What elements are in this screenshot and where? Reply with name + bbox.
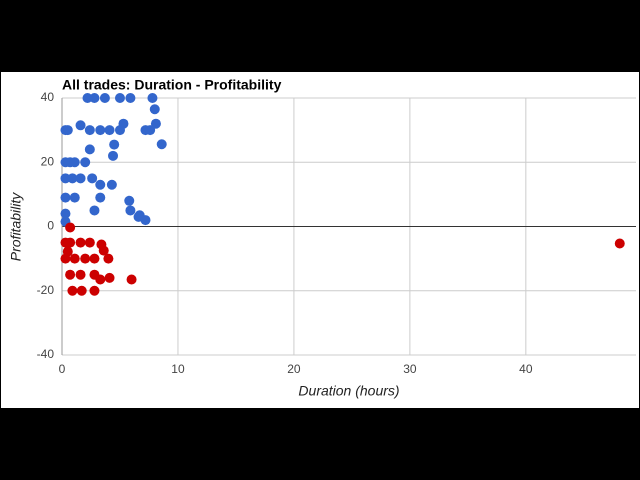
point [103,253,114,264]
point [69,253,80,264]
x-tick-label: 10 [171,362,185,376]
point [126,274,137,285]
point [108,150,119,161]
point [95,179,106,190]
point [87,173,98,184]
point [75,269,86,280]
x-tick-label: 40 [519,362,533,376]
point [134,210,145,221]
point [114,125,125,136]
point [145,125,156,136]
x-tick-label: 0 [59,362,66,376]
point [60,192,71,203]
point [65,222,76,233]
y-tick-label: -40 [37,347,55,361]
point [156,139,167,150]
point [62,125,73,136]
point [69,157,80,168]
point [109,139,120,150]
point [149,104,160,115]
point [89,253,100,264]
x-tick-label: 20 [287,362,301,376]
point [89,205,100,216]
point [98,245,109,256]
point [76,285,87,296]
point [106,179,117,190]
x-tick-label: 30 [403,362,417,376]
point [125,93,136,103]
point [75,237,86,248]
point [89,285,100,296]
point [75,120,86,131]
y-tick-label: 20 [41,154,55,168]
chart-background [1,72,639,408]
point [62,246,73,257]
point [95,192,106,203]
point [67,285,78,296]
point [99,93,110,103]
y-tick-label: 0 [47,219,54,233]
point [104,125,115,136]
point [75,173,86,184]
point [69,192,80,203]
point [124,195,135,206]
point [60,173,71,184]
point [65,269,76,280]
point [84,125,95,136]
point [65,237,76,248]
point [114,93,125,103]
point [67,173,78,184]
point [82,93,93,103]
point [95,125,106,136]
point [84,237,95,248]
point [125,205,136,216]
y-tick-label: 40 [41,90,55,104]
point [84,144,95,155]
point [80,253,91,264]
point [60,208,71,219]
chart-title: All trades: Duration - Profitability [62,77,282,93]
point [89,93,100,103]
x-axis-title: Duration (hours) [298,383,399,399]
y-tick-label: -20 [37,283,55,297]
point [150,118,161,129]
point [614,238,625,249]
point [95,274,106,285]
y-axis-title: Profitability [8,192,24,261]
point [80,157,91,168]
point [104,272,115,283]
point [147,93,158,103]
